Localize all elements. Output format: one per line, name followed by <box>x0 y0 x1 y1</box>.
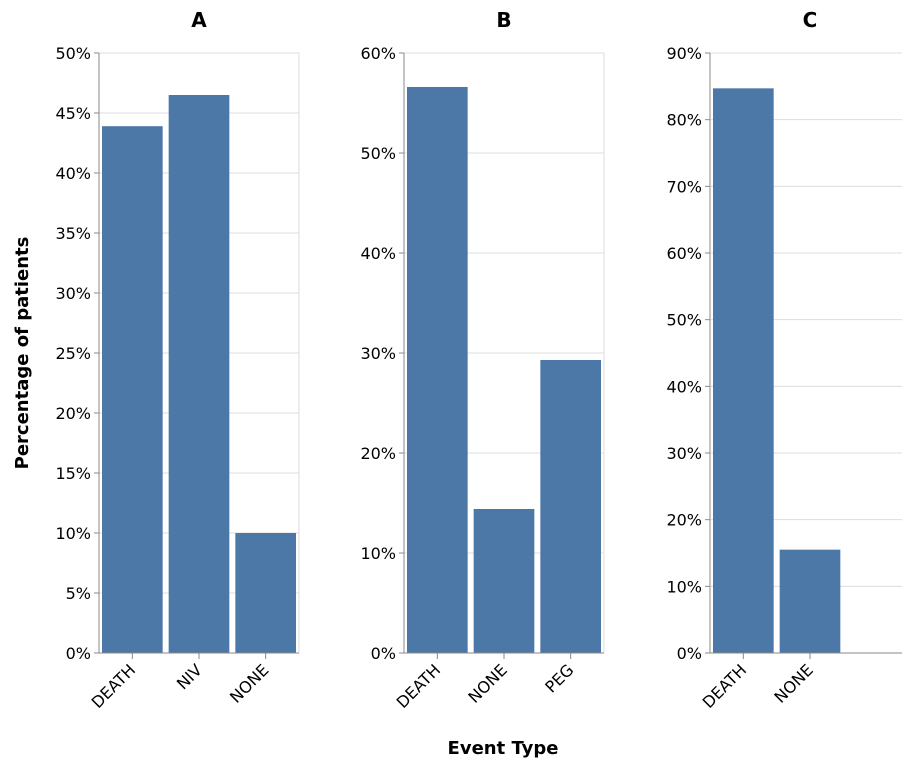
panel-c-bar-death <box>713 88 774 654</box>
panel-b-y-tick-label: 0% <box>371 644 396 663</box>
panel-b-x-tick-label: NONE <box>464 660 510 706</box>
panel-b-bar-none <box>473 509 535 653</box>
panel-c-y-tick-label: 50% <box>666 311 702 330</box>
panel-b-y-tick-label: 40% <box>360 244 396 263</box>
panel-c-y-tick-label: 20% <box>666 511 702 530</box>
panel-b-y-tick-label: 20% <box>360 444 396 463</box>
panel-b-bar-death <box>407 87 468 653</box>
panel-c-y-tick-label: 90% <box>666 44 702 63</box>
panel-a-y-tick-label: 30% <box>55 284 91 303</box>
panel-a-y-tick-label: 5% <box>66 584 91 603</box>
panel-c-y-tick-label: 40% <box>666 377 702 396</box>
panel-a-bar-death <box>102 126 163 653</box>
panel-a-y-tick-label: 50% <box>55 44 91 63</box>
panel-a-x-tick-label: DEATH <box>88 660 140 712</box>
panel-a-y-tick-label: 25% <box>55 344 91 363</box>
panel-c-y-tick-label: 80% <box>666 111 702 130</box>
panel-a-y-tick-label: 10% <box>55 524 91 543</box>
panel-a-y-tick-label: 0% <box>66 644 91 663</box>
panel-a-y-tick-label: 35% <box>55 224 91 243</box>
panel-c-y-tick-label: 70% <box>666 177 702 196</box>
panel-b-y-tick-label: 50% <box>360 144 396 163</box>
panel-c-bar-none <box>779 549 841 653</box>
panel-a-bar-niv <box>168 95 230 653</box>
panel-c-x-tick-label: NONE <box>770 660 816 706</box>
panel-a-y-tick-label: 20% <box>55 404 91 423</box>
panel-b-x-tick-label: PEG <box>541 660 577 696</box>
y-axis-title: Percentage of patients <box>12 237 33 470</box>
panel-b-x-tick-label: DEATH <box>393 660 445 712</box>
panel-c-y-tick-label: 0% <box>677 644 702 663</box>
panel-a-y-tick-label: 40% <box>55 164 91 183</box>
panel-c-y-tick-label: 30% <box>666 444 702 463</box>
panel-a-title: A <box>191 8 207 32</box>
panel-b-title: B <box>496 8 511 32</box>
panel-b-y-tick-label: 30% <box>360 344 396 363</box>
panel-a-y-tick-label: 45% <box>55 104 91 123</box>
panel-a-bar-none <box>235 533 296 653</box>
panel-b-bar-peg <box>540 360 601 653</box>
panel-c-title: C <box>803 8 818 32</box>
panel-a-y-tick-label: 15% <box>55 464 91 483</box>
panel-a-x-tick-label: NIV <box>173 660 206 693</box>
panel-c-x-tick-label: DEATH <box>699 660 751 712</box>
panel-b-y-tick-label: 10% <box>360 544 396 563</box>
panel-b-y-tick-label: 60% <box>360 44 396 63</box>
x-axis-title: Event Type <box>448 738 559 759</box>
panel-c-y-tick-label: 60% <box>666 244 702 263</box>
panel-a-x-tick-label: NONE <box>226 660 272 706</box>
panel-c-y-tick-label: 10% <box>666 577 702 596</box>
